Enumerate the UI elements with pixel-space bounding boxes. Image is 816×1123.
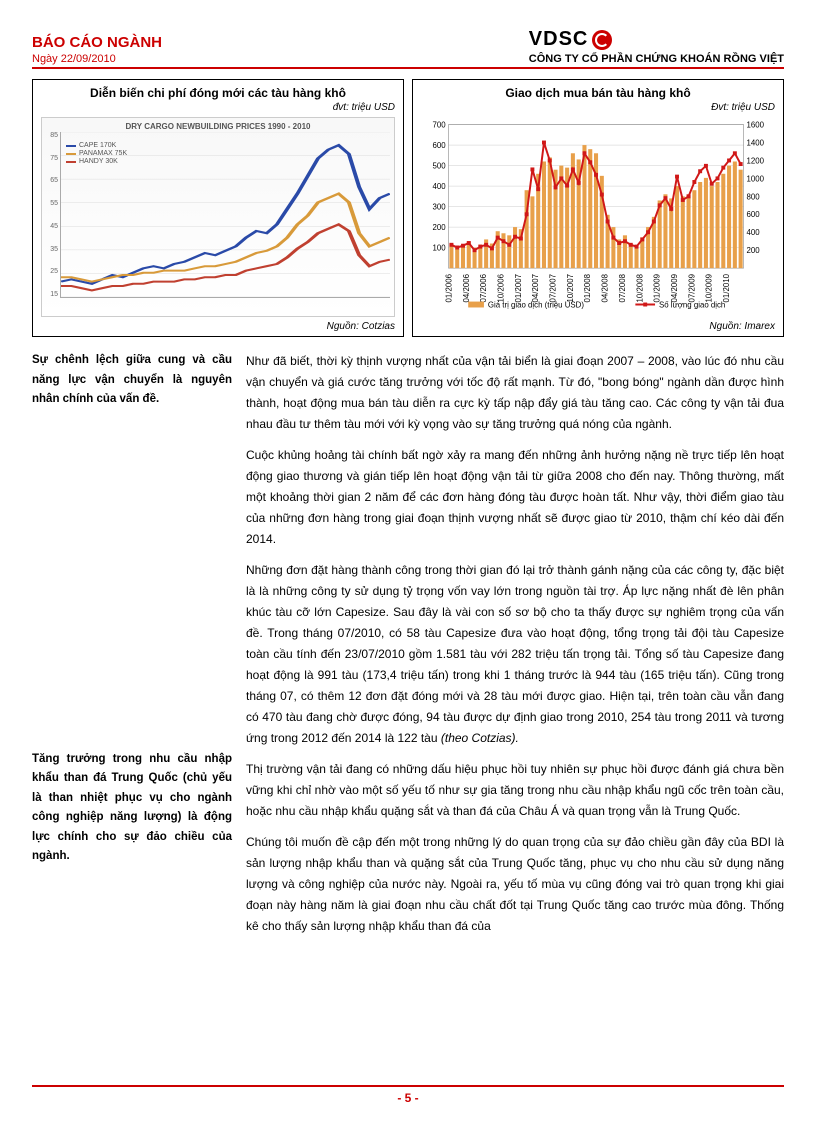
logo: VDSC: [529, 28, 784, 51]
paragraph-5: Chúng tôi muốn đề cập đến một trong nhữn…: [246, 832, 784, 937]
svg-text:400: 400: [432, 182, 446, 191]
side-note-1: Sự chênh lệch giữa cung và cầu năng lực …: [32, 351, 232, 410]
chart-left-area: DRY CARGO NEWBUILDING PRICES 1990 - 2010…: [41, 117, 395, 317]
svg-text:200: 200: [432, 223, 446, 232]
svg-text:07/2008: 07/2008: [618, 273, 627, 302]
report-date: Ngày 22/09/2010: [32, 53, 162, 65]
svg-text:04/2006: 04/2006: [462, 273, 471, 302]
svg-text:600: 600: [432, 141, 446, 150]
chart-right-box: Giao dịch mua bán tàu hàng khô Đvt: triệ…: [412, 79, 784, 337]
svg-text:10/2006: 10/2006: [496, 273, 505, 302]
svg-text:07/2006: 07/2006: [479, 273, 488, 302]
report-title: BÁO CÁO NGÀNH: [32, 34, 162, 51]
chart-right-area: 100 200 300 400 500 600 700 200 400 600 800 1000 120…: [421, 117, 775, 317]
svg-text:1400: 1400: [746, 138, 764, 147]
svg-text:07/2009: 07/2009: [687, 274, 696, 302]
svg-text:04/2009: 04/2009: [670, 274, 679, 302]
svg-text:10/2008: 10/2008: [635, 273, 644, 302]
svg-text:300: 300: [432, 203, 446, 212]
chart-right-unit: Đvt: triệu USD: [421, 102, 775, 113]
svg-text:01/2007: 01/2007: [514, 274, 523, 302]
svg-text:Giá trị giao dịch (triệu USD): Giá trị giao dịch (triệu USD): [488, 300, 584, 309]
svg-text:100: 100: [432, 244, 446, 253]
svg-text:700: 700: [432, 121, 446, 130]
svg-text:01/2009: 01/2009: [653, 274, 662, 302]
svg-text:04/2007: 04/2007: [531, 274, 540, 302]
footer: - 5 -: [32, 1085, 784, 1105]
page-number: - 5 -: [32, 1091, 784, 1105]
chart-left-box: Diễn biến chi phí đóng mới các tàu hàng …: [32, 79, 404, 337]
svg-text:01/2010: 01/2010: [722, 273, 731, 302]
chart-left-img-title: DRY CARGO NEWBUILDING PRICES 1990 - 2010: [42, 122, 394, 131]
svg-text:800: 800: [746, 192, 760, 201]
svg-text:Số lượng giao dịch: Số lượng giao dịch: [659, 300, 725, 309]
svg-text:1600: 1600: [746, 121, 764, 130]
svg-text:1000: 1000: [746, 174, 764, 183]
chart-left-unit: đvt: triệu USD: [41, 102, 395, 113]
side-note-2: Tăng trưởng trong nhu cầu nhập khẩu than…: [32, 750, 232, 867]
svg-text:01/2008: 01/2008: [583, 273, 592, 302]
svg-text:07/2007: 07/2007: [549, 274, 558, 302]
page-header: BÁO CÁO NGÀNH Ngày 22/09/2010 VDSC CÔNG …: [32, 28, 784, 69]
paragraph-4: Thị trường vận tải đang có những dấu hiệ…: [246, 759, 784, 822]
chart-left-title: Diễn biến chi phí đóng mới các tàu hàng …: [41, 86, 395, 100]
svg-text:1200: 1200: [746, 156, 764, 165]
svg-text:400: 400: [746, 228, 760, 237]
main-text: Như đã biết, thời kỳ thịnh vượng nhất củ…: [246, 351, 784, 947]
logo-text: VDSC: [529, 28, 589, 51]
svg-text:600: 600: [746, 210, 760, 219]
svg-text:01/2006: 01/2006: [444, 273, 453, 302]
company-name: CÔNG TY CỔ PHẦN CHỨNG KHOÁN RỒNG VIỆT: [529, 53, 784, 65]
chart-left-source: Nguồn: Cotzias: [41, 321, 395, 332]
svg-text:500: 500: [432, 162, 446, 171]
svg-text:10/2007: 10/2007: [566, 274, 575, 302]
chart-right-source: Nguồn: Imarex: [421, 321, 775, 332]
logo-icon: [592, 30, 612, 50]
svg-text:10/2009: 10/2009: [705, 274, 714, 302]
paragraph-1: Như đã biết, thời kỳ thịnh vượng nhất củ…: [246, 351, 784, 435]
chart-right-title: Giao dịch mua bán tàu hàng khô: [421, 86, 775, 100]
svg-text:04/2008: 04/2008: [601, 273, 610, 302]
paragraph-2: Cuộc khủng hoảng tài chính bất ngờ xảy r…: [246, 445, 784, 550]
paragraph-3: Những đơn đặt hàng thành công trong thời…: [246, 560, 784, 749]
svg-text:200: 200: [746, 246, 760, 255]
